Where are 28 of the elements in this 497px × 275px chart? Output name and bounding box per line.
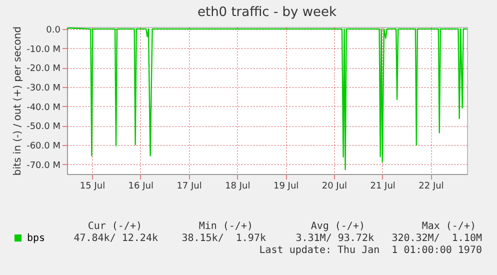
x-tick-label: 19 Jul [273,182,299,192]
x-tick-label: 22 Jul [418,182,444,192]
y-tick-label: -60.0 M [26,141,60,152]
y-tick-label: -10.0 M [26,44,60,55]
text: Max (-/+) [422,221,476,232]
x-tick-label: 21 Jul [370,182,396,192]
y-tick-label: -20.0 M [26,64,60,74]
y-tick-label: -50.0 M [26,122,60,132]
x-tick-label: 18 Jul [225,182,250,192]
text: Min (-/+) [198,221,253,232]
text: 3.31M/ 93.72k [296,233,374,244]
y-axis-title: bits in (-) / out (+) per second [12,26,24,176]
text: 47.84k/ 12.24k [74,233,158,244]
x-tick-label: 20 Jul [322,182,348,192]
x-tick-label: 15 Jul [80,182,106,192]
text: 320.32M/ 1.10M [392,233,482,244]
chart-title: eth0 traffic - by week [197,4,337,20]
y-tick-label: 0.0 [46,25,61,36]
y-tick-label: -40.0 M [26,102,60,113]
y-tick-label: -70.0 M [26,160,60,171]
y-tick-label: -30.0 M [26,83,60,94]
text: 38.15k/ 1.97k [182,233,266,244]
x-tick-label: 17 Jul [176,182,202,192]
legend-label: bps [27,233,46,244]
text: Cur (-/+) [88,221,142,232]
text: Last update: Thu Jan 1 01:00:00 1970 [259,245,482,256]
text: Avg (-/+) [310,221,365,232]
x-tick-label: 16 Jul [128,182,154,192]
